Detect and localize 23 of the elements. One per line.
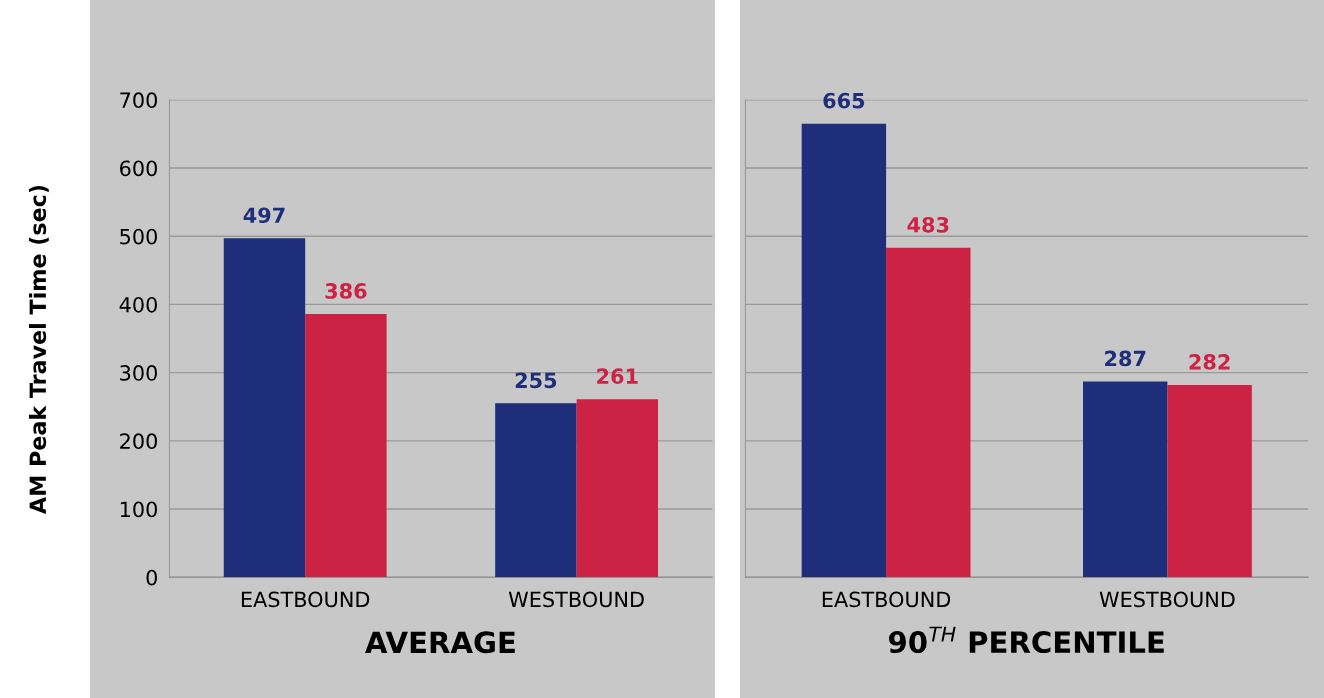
x-tick-label: WESTBOUND (508, 591, 644, 608)
y-tick-label: 200 (120, 433, 157, 450)
data-label: 287 (1105, 350, 1146, 367)
y-tick-label: 700 (120, 92, 157, 109)
x-axis-title: AVERAGE (365, 631, 515, 654)
x-tick-label: EASTBOUND (822, 591, 951, 608)
data-label: 483 (907, 216, 949, 233)
data-label: 261 (597, 368, 638, 385)
y-tick-label: 100 (120, 501, 157, 518)
y-tick-label: 400 (119, 296, 157, 313)
x-tick-label: EASTBOUND (241, 591, 370, 608)
data-label: 665 (823, 92, 865, 109)
x-axis-title: 90$^{TH}$ PERCENTILE (889, 626, 1164, 654)
data-label: 255 (515, 372, 557, 389)
data-label: 282 (1189, 354, 1230, 370)
data-label: 386 (325, 283, 367, 299)
y-tick-label: 300 (120, 365, 157, 381)
data-label: 497 (243, 207, 285, 224)
y-tick-label: 600 (120, 160, 157, 177)
y-axis-title: AM Peak Travel Time (sec) (28, 185, 49, 514)
y-tick-label: 500 (120, 228, 157, 245)
x-tick-label: WESTBOUND (1099, 591, 1235, 608)
y-tick-label: 0 (146, 569, 157, 586)
